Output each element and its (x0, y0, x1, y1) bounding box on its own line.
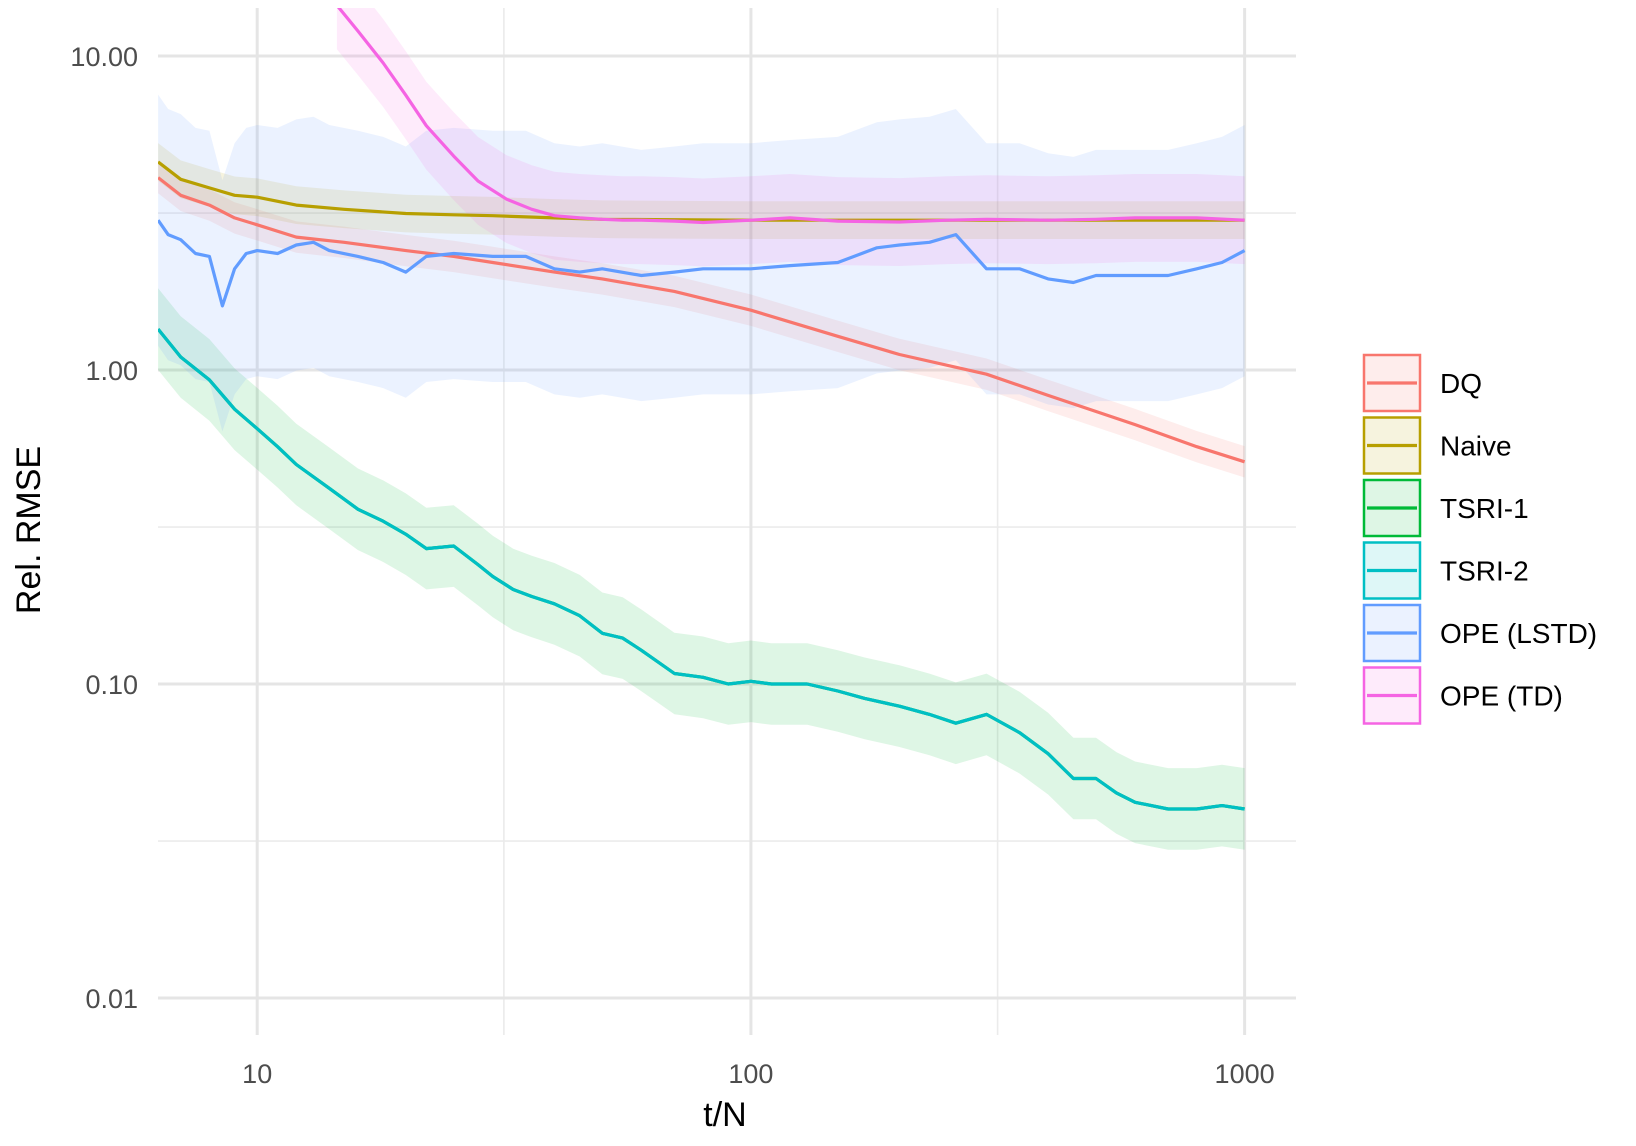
legend-label: TSRI-1 (1440, 493, 1529, 524)
series-ribbon-TSRI-1 (158, 288, 1245, 850)
series-ribbon-OPE (LSTD) (158, 94, 1245, 432)
y-axis-title: Rel. RMSE (10, 446, 48, 614)
series-line-DQ (158, 176, 1246, 464)
legend-label: Naive (1440, 431, 1512, 462)
legend-label: DQ (1440, 368, 1482, 399)
series-lines (158, 8, 1246, 811)
tick-labels: 10 100 1000 10.00 1.00 0.10 0.01 (70, 42, 1274, 1089)
series-ribbon-DQ (158, 161, 1245, 478)
x-tick-label: 100 (728, 1059, 773, 1089)
y-tick-label: 0.01 (85, 984, 138, 1014)
legend-label: OPE (TD) (1440, 681, 1563, 712)
x-axis-title: t/N (703, 1096, 746, 1134)
y-tick-label: 10.00 (70, 42, 138, 72)
legend-label: TSRI-2 (1440, 556, 1529, 587)
series-line-OPE (TD) (337, 8, 1245, 225)
y-tick-label: 0.10 (85, 670, 138, 700)
grid (158, 8, 1296, 1035)
series-line-TSRI-2 (158, 328, 1245, 811)
series-ribbon-OPE (TD) (336, 8, 1245, 267)
legend-label: OPE (LSTD) (1440, 618, 1597, 649)
x-tick-label: 10 (242, 1059, 272, 1089)
confidence-ribbons (158, 8, 1245, 850)
x-tick-label: 1000 (1215, 1059, 1275, 1089)
legend: DQ Naive TSRI-1 TSRI-2 OPE (LSTD) OPE (TD) (1362, 353, 1597, 725)
series-line-OPE (LSTD) (158, 219, 1246, 308)
y-tick-label: 1.00 (85, 356, 138, 386)
